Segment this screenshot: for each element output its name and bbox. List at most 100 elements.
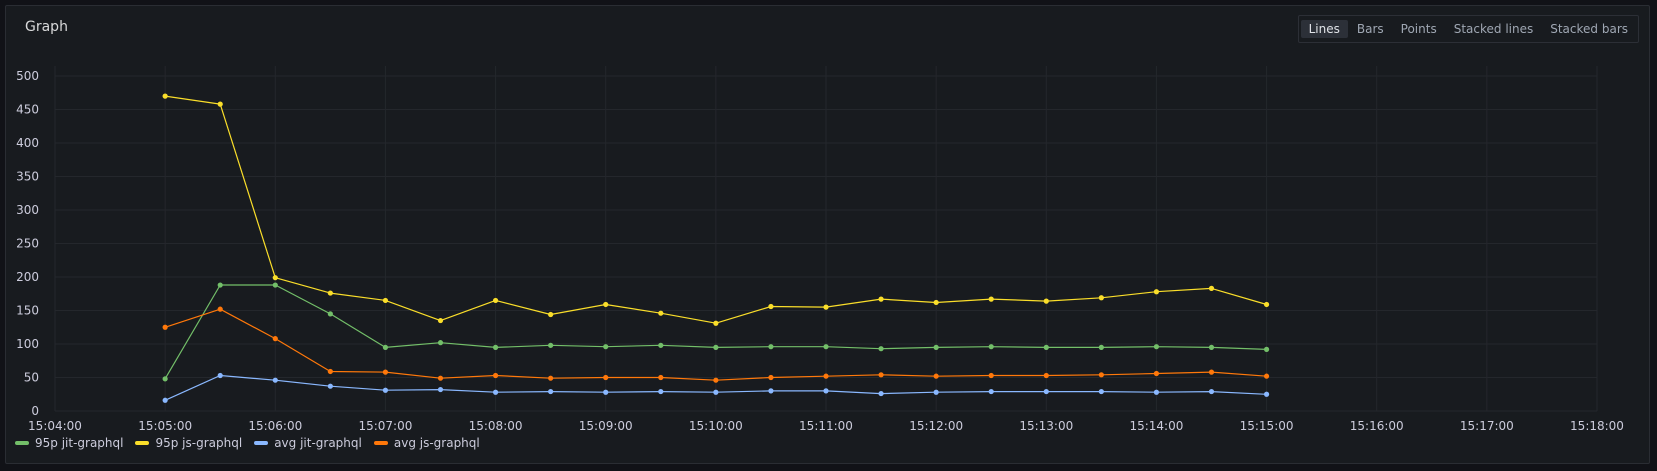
data-point-95p-js-graphql (823, 304, 829, 310)
data-point-95p-jit-graphql (1098, 344, 1104, 350)
data-point-95p-js-graphql (548, 311, 554, 318)
data-point-avg-jit-graphql (658, 388, 664, 395)
x-tick-label: 15:12:00 (909, 419, 963, 433)
x-tick-label: 15:11:00 (799, 419, 853, 433)
data-point-95p-jit-graphql (548, 342, 554, 348)
data-point-avg-jit-graphql (1043, 388, 1049, 395)
y-tick-label: 450 (16, 103, 39, 117)
data-point-95p-jit-graphql (327, 311, 333, 317)
view-mode-stacked-lines[interactable]: Stacked lines (1453, 22, 1534, 36)
data-point-avg-jit-graphql (548, 388, 554, 395)
view-mode-lines[interactable]: Lines (1300, 20, 1348, 38)
data-point-95p-jit-graphql (437, 340, 444, 346)
view-mode-toggle: Lines Bars Points Stacked lines Stacked … (1297, 15, 1639, 43)
data-point-95p-jit-graphql (492, 344, 499, 350)
data-point-avg-js-graphql (437, 375, 444, 381)
data-point-avg-jit-graphql (713, 389, 719, 395)
view-mode-points[interactable]: Points (1400, 22, 1437, 36)
data-point-95p-js-graphql (272, 275, 278, 281)
data-point-avg-js-graphql (933, 373, 939, 379)
data-point-avg-js-graphql (768, 374, 774, 381)
y-tick-label: 150 (16, 304, 39, 318)
data-point-avg-jit-graphql (988, 388, 994, 395)
data-point-avg-js-graphql (878, 372, 884, 378)
legend-swatch (15, 441, 29, 445)
view-mode-stacked-bars[interactable]: Stacked bars (1550, 22, 1628, 36)
data-point-avg-js-graphql (1263, 373, 1270, 379)
data-point-95p-jit-graphql (878, 346, 884, 352)
data-point-95p-js-graphql (437, 317, 444, 324)
data-point-95p-js-graphql (382, 297, 389, 304)
y-tick-label: 350 (16, 170, 39, 184)
view-mode-bars[interactable]: Bars (1356, 22, 1384, 36)
data-point-95p-jit-graphql (988, 344, 994, 350)
y-tick-label: 500 (16, 69, 39, 83)
data-point-avg-jit-graphql (162, 397, 168, 403)
x-tick-label: 15:18:00 (1570, 419, 1624, 433)
legend-item-95p-jit-graphql[interactable]: 95p jit-graphql (15, 436, 123, 450)
data-point-95p-js-graphql (713, 320, 719, 326)
data-point-avg-jit-graphql (878, 390, 884, 397)
data-point-avg-js-graphql (1043, 372, 1049, 379)
data-point-95p-js-graphql (768, 303, 774, 310)
legend-swatch (254, 441, 269, 445)
data-point-95p-jit-graphql (713, 344, 719, 350)
legend-swatch (373, 441, 388, 445)
data-point-95p-jit-graphql (1263, 346, 1270, 352)
data-point-95p-js-graphql (988, 296, 994, 302)
data-point-avg-js-graphql (272, 336, 278, 342)
y-tick-label: 400 (16, 136, 39, 150)
data-point-avg-js-graphql (603, 374, 609, 381)
data-point-avg-jit-graphql (327, 383, 333, 389)
data-point-avg-jit-graphql (1263, 391, 1270, 397)
x-tick-label: 15:04:00 (28, 419, 82, 433)
x-tick-label: 15:16:00 (1350, 419, 1404, 433)
data-point-avg-js-graphql (1153, 370, 1160, 377)
x-tick-label: 15:05:00 (138, 419, 192, 433)
data-point-avg-js-graphql (1208, 369, 1215, 375)
data-point-95p-js-graphql (603, 301, 609, 308)
data-point-avg-jit-graphql (382, 387, 389, 393)
legend-swatch (135, 441, 150, 445)
data-point-95p-jit-graphql (1043, 344, 1049, 350)
legend-label: avg js-graphql (393, 436, 480, 450)
data-point-95p-jit-graphql (1153, 344, 1160, 350)
data-point-95p-jit-graphql (603, 344, 609, 350)
data-point-95p-js-graphql (1208, 285, 1215, 291)
legend-label: avg jit-graphql (274, 436, 362, 450)
x-tick-label: 15:15:00 (1240, 419, 1294, 433)
data-point-avg-jit-graphql (437, 386, 444, 393)
data-point-avg-js-graphql (492, 372, 499, 379)
data-point-avg-js-graphql (713, 377, 719, 383)
x-tick-label: 15:13:00 (1019, 419, 1073, 433)
data-point-95p-js-graphql (162, 93, 168, 99)
data-point-95p-js-graphql (1263, 301, 1270, 308)
data-point-95p-jit-graphql (658, 342, 664, 348)
y-tick-label: 0 (31, 404, 39, 418)
data-point-avg-js-graphql (217, 306, 223, 312)
data-point-avg-js-graphql (1098, 372, 1104, 378)
data-point-95p-jit-graphql (768, 344, 774, 350)
data-point-95p-js-graphql (878, 296, 884, 302)
data-point-avg-jit-graphql (933, 389, 939, 395)
chart-legend: 95p jit-graphql 95p js-graphql avg jit-g… (15, 436, 480, 450)
y-tick-label: 300 (16, 203, 39, 217)
legend-label: 95p jit-graphql (35, 436, 124, 450)
data-point-95p-jit-graphql (382, 344, 389, 350)
data-point-95p-js-graphql (217, 101, 223, 107)
data-point-avg-jit-graphql (217, 372, 223, 379)
data-point-95p-js-graphql (1153, 289, 1160, 295)
data-point-avg-js-graphql (382, 369, 389, 375)
x-tick-label: 15:08:00 (469, 419, 523, 433)
data-point-95p-js-graphql (658, 310, 664, 316)
legend-item-avg-jit-graphql[interactable]: avg jit-graphql (254, 436, 362, 450)
x-tick-label: 15:06:00 (248, 419, 302, 433)
legend-item-95p-js-graphql[interactable]: 95p js-graphql (135, 436, 242, 450)
legend-item-avg-js-graphql[interactable]: avg js-graphql (373, 436, 480, 450)
graph-panel: Graph Lines Bars Points Stacked lines St… (5, 5, 1650, 464)
data-point-avg-jit-graphql (1153, 389, 1160, 395)
data-point-avg-jit-graphql (603, 389, 609, 395)
data-point-95p-js-graphql (933, 299, 939, 306)
data-point-avg-js-graphql (327, 368, 333, 375)
